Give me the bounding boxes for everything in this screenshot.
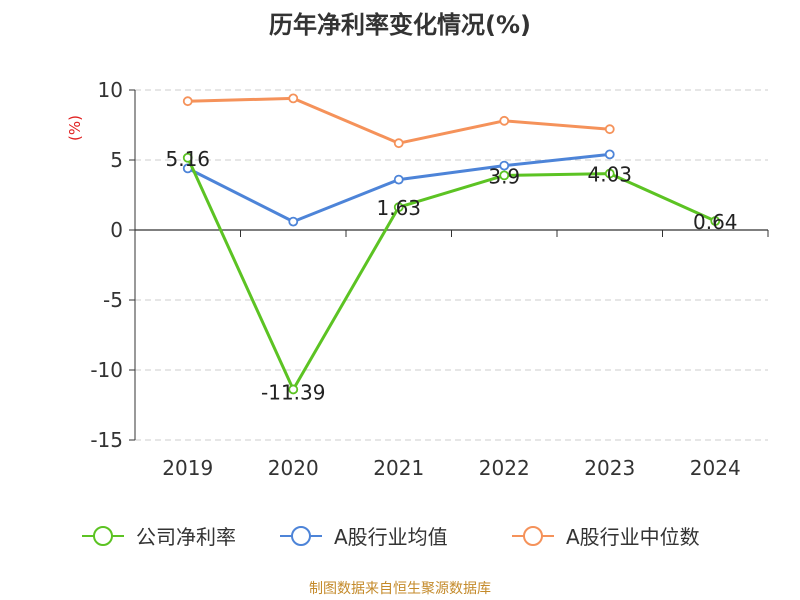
data-point — [499, 115, 510, 126]
legend-marker — [523, 526, 543, 546]
data-point — [393, 138, 404, 149]
legend-label: A股行业均值 — [334, 525, 448, 549]
data-point — [288, 93, 299, 104]
data-point — [288, 384, 299, 395]
legend-label: A股行业中位数 — [566, 525, 700, 549]
data-label: -11.39 — [261, 380, 325, 404]
source-note: 制图数据来自恒生聚源数据库 — [309, 581, 491, 597]
x-tick-label: 2021 — [373, 456, 424, 480]
data-label: 0.64 — [693, 210, 738, 234]
legend: 公司净利率 A股行业均值 A股行业中位数 — [82, 525, 700, 549]
legend-marker — [291, 526, 311, 546]
data-point — [604, 124, 615, 135]
data-point — [604, 149, 615, 160]
y-tick-label: 10 — [98, 78, 123, 102]
data-point — [499, 170, 510, 181]
legend-label: 公司净利率 — [136, 525, 236, 549]
data-point — [182, 96, 193, 107]
data-point — [604, 168, 615, 179]
y-tick-label: -5 — [103, 288, 123, 312]
y-tick-label: 0 — [110, 218, 123, 242]
grid-layer — [135, 89, 768, 441]
y-tick-label: 5 — [110, 148, 123, 172]
x-tick-label: 2019 — [162, 456, 213, 480]
legend-marker — [93, 526, 113, 546]
series-layer — [182, 93, 721, 395]
x-tick-label: 2023 — [584, 456, 635, 480]
chart-title: 历年净利率变化情况(%) — [269, 11, 531, 39]
data-point — [288, 216, 299, 227]
y-tick-label: -10 — [90, 358, 123, 382]
series-line — [186, 157, 716, 391]
data-point — [393, 174, 404, 185]
data-point — [710, 216, 721, 226]
series-line — [187, 96, 610, 145]
axis-layer: 10 5 0 -5 -10 -15 2019 2020 2021 2022 2023 2024 (%) — [66, 78, 769, 480]
y-tick-label: -15 — [90, 428, 123, 452]
data-point — [182, 152, 193, 163]
data-label-layer: 5.16 -11.39 1.63 3.9 4.03 0.64 — [165, 147, 737, 405]
data-point — [393, 202, 404, 213]
data-label: 1.63 — [376, 196, 421, 220]
data-label: 4.03 — [587, 163, 632, 187]
x-tick-label: 2020 — [268, 456, 319, 480]
data-point — [499, 160, 510, 171]
x-tick-label: 2024 — [690, 456, 741, 480]
data-label: 5.16 — [165, 147, 210, 171]
data-label: 3.9 — [488, 164, 520, 188]
y-axis-label: (%) — [66, 115, 84, 141]
x-tick-label: 2022 — [479, 456, 530, 480]
